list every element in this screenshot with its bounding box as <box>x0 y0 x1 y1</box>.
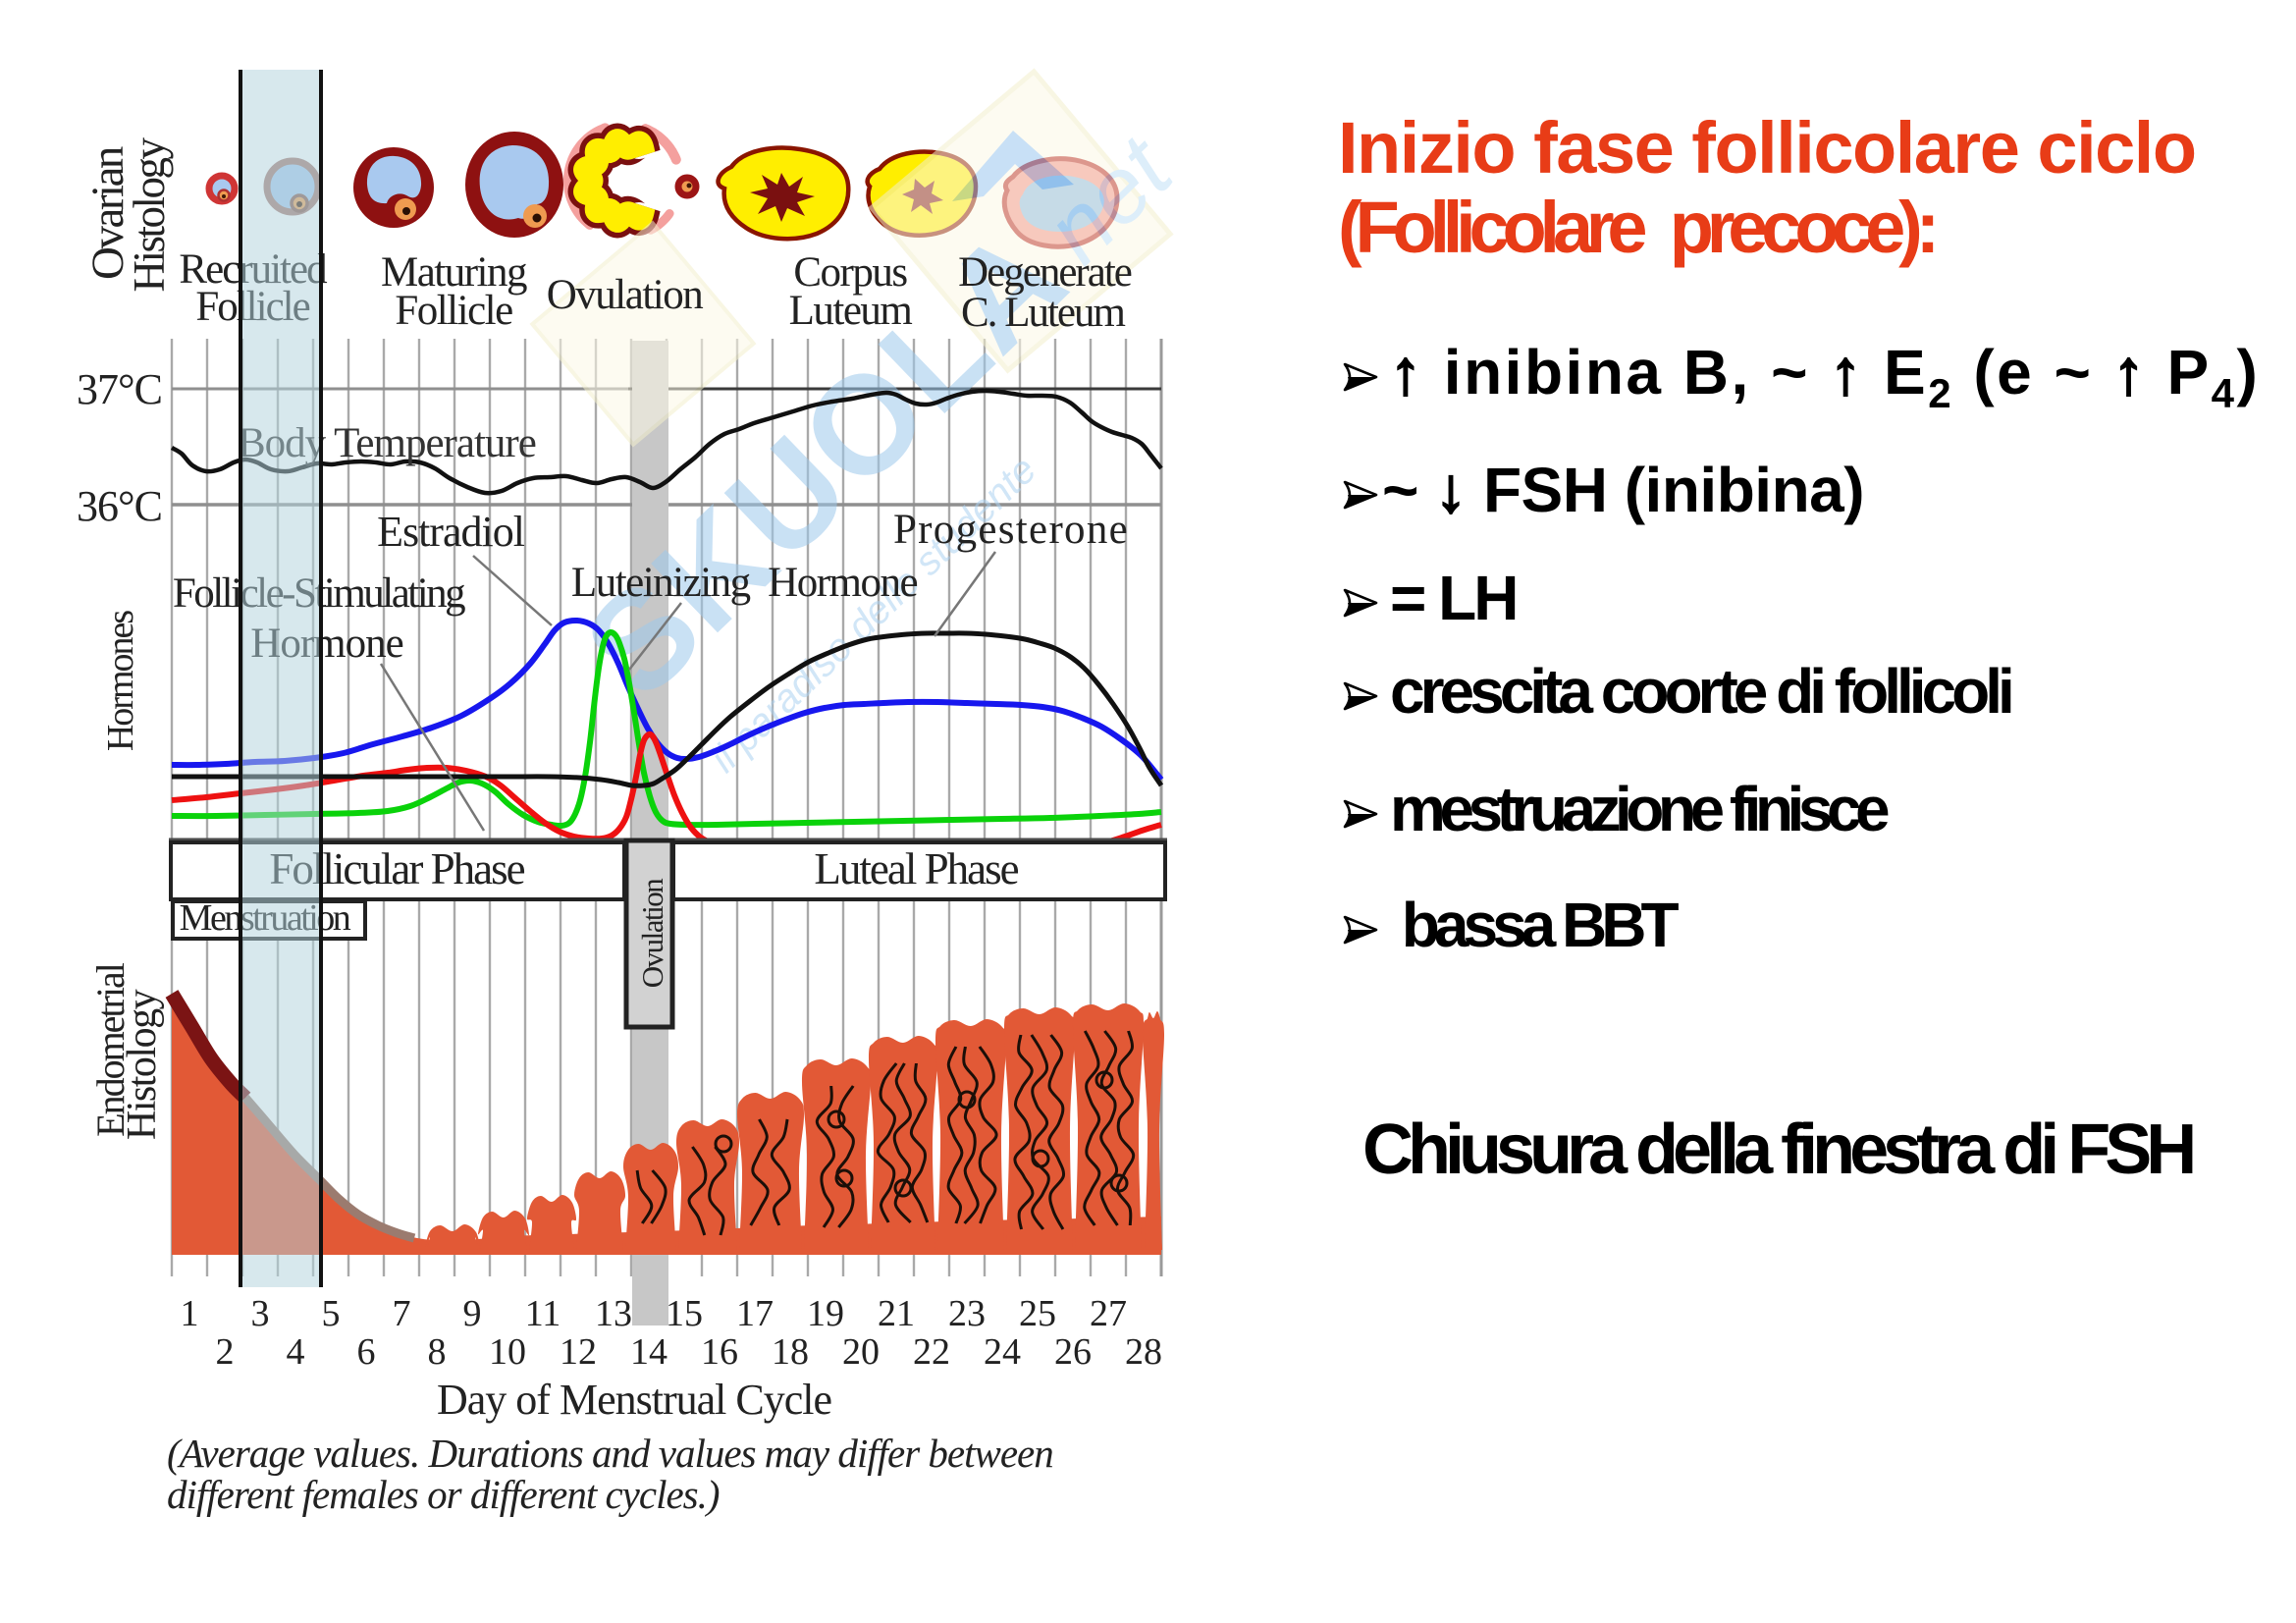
svg-text:10: 10 <box>489 1331 526 1373</box>
svg-text:Ovulation: Ovulation <box>635 878 669 988</box>
svg-text:36°C: 36°C <box>77 482 162 530</box>
svg-text:3: 3 <box>251 1293 270 1334</box>
svg-text:Maturing: Maturing <box>381 249 527 296</box>
svg-text:Histology: Histology <box>125 136 174 292</box>
svg-text:26: 26 <box>1054 1331 1092 1373</box>
svg-text:14: 14 <box>630 1331 667 1373</box>
svg-text:Estradiol: Estradiol <box>377 508 525 556</box>
svg-text:20: 20 <box>842 1331 880 1373</box>
svg-text:Histology: Histology <box>120 989 165 1140</box>
svg-text:Luteum: Luteum <box>789 288 913 334</box>
svg-text:25: 25 <box>1019 1293 1056 1334</box>
svg-text:24: 24 <box>984 1331 1021 1373</box>
svg-text:16: 16 <box>701 1331 738 1373</box>
svg-text:different females or different: different females or different cycles.) <box>167 1472 720 1517</box>
svg-text:2: 2 <box>216 1331 235 1373</box>
svg-text:18: 18 <box>772 1331 809 1373</box>
svg-text:Corpus: Corpus <box>793 249 907 296</box>
svg-text:17: 17 <box>736 1293 774 1334</box>
svg-text:(Average values. Durations and: (Average values. Durations and values ma… <box>167 1431 1053 1476</box>
svg-text:Luteinizing Hormone: Luteinizing Hormone <box>571 560 918 606</box>
svg-text:15: 15 <box>666 1293 703 1334</box>
svg-text:11: 11 <box>525 1293 561 1334</box>
svg-text:Day of Menstrual Cycle: Day of Menstrual Cycle <box>437 1376 831 1424</box>
svg-text:Degenerate: Degenerate <box>958 249 1132 296</box>
svg-text:Ovarian: Ovarian <box>82 146 133 280</box>
svg-text:37°C: 37°C <box>77 365 162 413</box>
svg-text:19: 19 <box>807 1293 844 1334</box>
svg-text:C. Luteum: C. Luteum <box>961 290 1125 336</box>
svg-text:21: 21 <box>878 1293 915 1334</box>
svg-text:Follicle: Follicle <box>395 288 512 334</box>
svg-text:4: 4 <box>287 1331 305 1373</box>
svg-text:9: 9 <box>463 1293 482 1334</box>
svg-text:6: 6 <box>357 1331 376 1373</box>
svg-text:Progesterone: Progesterone <box>893 507 1129 553</box>
svg-text:27: 27 <box>1090 1293 1127 1334</box>
svg-text:28: 28 <box>1125 1331 1162 1373</box>
svg-text:Endometrial: Endometrial <box>88 962 133 1137</box>
svg-text:Ovulation: Ovulation <box>547 272 703 318</box>
svg-text:22: 22 <box>913 1331 950 1373</box>
svg-text:5: 5 <box>322 1293 341 1334</box>
svg-text:7: 7 <box>393 1293 411 1334</box>
svg-text:12: 12 <box>560 1331 597 1373</box>
svg-text:13: 13 <box>595 1293 632 1334</box>
svg-text:Luteal Phase: Luteal Phase <box>814 844 1018 893</box>
svg-text:1: 1 <box>181 1293 199 1334</box>
svg-text:23: 23 <box>948 1293 986 1334</box>
svg-text:8: 8 <box>428 1331 447 1373</box>
svg-text:Hormones: Hormones <box>100 611 141 752</box>
